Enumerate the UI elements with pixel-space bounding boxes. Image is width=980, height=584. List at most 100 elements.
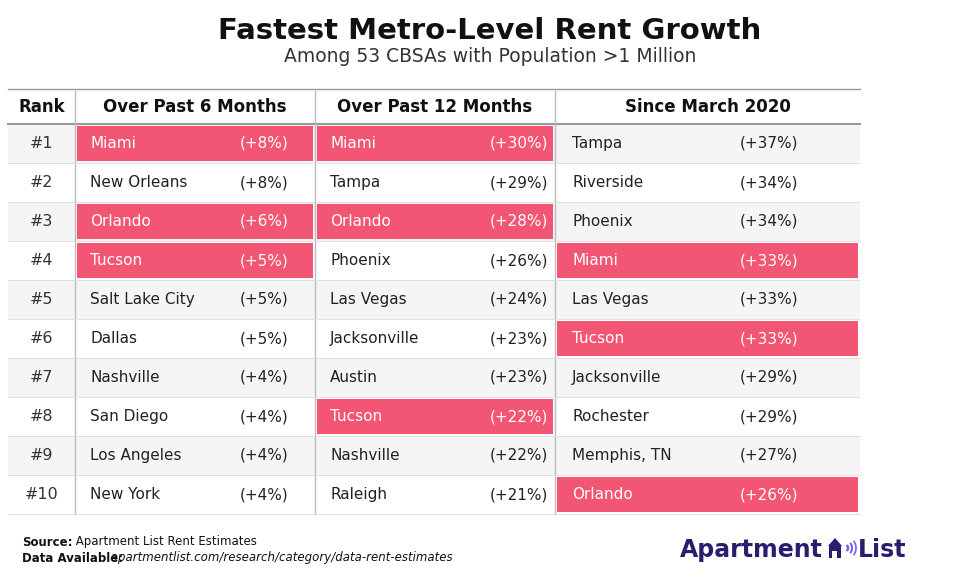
- Text: (+5%): (+5%): [240, 292, 289, 307]
- Text: (+33%): (+33%): [740, 292, 799, 307]
- Bar: [77, 243, 313, 278]
- Text: (+33%): (+33%): [740, 331, 799, 346]
- Text: (+29%): (+29%): [490, 175, 549, 190]
- Text: #4: #4: [29, 253, 53, 268]
- Bar: [8, 280, 860, 319]
- Text: Tampa: Tampa: [572, 136, 622, 151]
- Text: Nashville: Nashville: [330, 448, 400, 463]
- Bar: [77, 126, 313, 161]
- Text: #6: #6: [29, 331, 53, 346]
- Text: #8: #8: [29, 409, 53, 424]
- Text: New York: New York: [90, 487, 160, 502]
- Bar: [8, 319, 860, 358]
- Text: (+26%): (+26%): [490, 253, 549, 268]
- Bar: [317, 204, 553, 239]
- Text: #5: #5: [29, 292, 53, 307]
- Text: Riverside: Riverside: [572, 175, 643, 190]
- Text: (+33%): (+33%): [740, 253, 799, 268]
- Bar: [317, 126, 553, 161]
- Text: #3: #3: [29, 214, 53, 229]
- Text: (+30%): (+30%): [490, 136, 549, 151]
- Text: Miami: Miami: [90, 136, 136, 151]
- Text: San Diego: San Diego: [90, 409, 169, 424]
- Text: Tucson: Tucson: [90, 253, 142, 268]
- Text: Over Past 6 Months: Over Past 6 Months: [103, 98, 287, 116]
- Text: #10: #10: [24, 487, 59, 502]
- Text: Source:: Source:: [22, 536, 73, 548]
- Text: (+29%): (+29%): [740, 370, 799, 385]
- Bar: [557, 477, 858, 512]
- Bar: [829, 546, 841, 558]
- Text: Since March 2020: Since March 2020: [624, 98, 791, 116]
- Text: (+8%): (+8%): [240, 136, 289, 151]
- Bar: [8, 358, 860, 397]
- Text: Jacksonville: Jacksonville: [572, 370, 662, 385]
- Text: (+34%): (+34%): [740, 175, 799, 190]
- Text: (+4%): (+4%): [240, 487, 289, 502]
- Text: (+26%): (+26%): [740, 487, 799, 502]
- Bar: [8, 436, 860, 475]
- Bar: [317, 399, 553, 434]
- Bar: [8, 202, 860, 241]
- Polygon shape: [828, 538, 842, 546]
- Text: Orlando: Orlando: [90, 214, 151, 229]
- Text: (+34%): (+34%): [740, 214, 799, 229]
- Text: (+22%): (+22%): [490, 448, 549, 463]
- Text: Phoenix: Phoenix: [330, 253, 391, 268]
- Bar: [77, 204, 313, 239]
- Text: (+23%): (+23%): [490, 370, 549, 385]
- Text: Phoenix: Phoenix: [572, 214, 633, 229]
- Text: (+21%): (+21%): [490, 487, 549, 502]
- Text: Data Available:: Data Available:: [22, 551, 123, 565]
- Text: (+37%): (+37%): [740, 136, 799, 151]
- Text: (+5%): (+5%): [240, 253, 289, 268]
- Text: Memphis, TN: Memphis, TN: [572, 448, 671, 463]
- Text: (+27%): (+27%): [740, 448, 799, 463]
- Bar: [8, 124, 860, 163]
- Text: (+5%): (+5%): [240, 331, 289, 346]
- Bar: [832, 551, 837, 558]
- Text: Orlando: Orlando: [572, 487, 633, 502]
- Text: Las Vegas: Las Vegas: [572, 292, 649, 307]
- Text: (+28%): (+28%): [490, 214, 549, 229]
- Text: Los Angeles: Los Angeles: [90, 448, 181, 463]
- Text: (+4%): (+4%): [240, 448, 289, 463]
- Text: Rank: Rank: [19, 98, 65, 116]
- Text: Nashville: Nashville: [90, 370, 160, 385]
- Text: Over Past 12 Months: Over Past 12 Months: [337, 98, 532, 116]
- Text: Miami: Miami: [330, 136, 376, 151]
- Text: Rochester: Rochester: [572, 409, 649, 424]
- Text: Tampa: Tampa: [330, 175, 380, 190]
- Text: #2: #2: [29, 175, 53, 190]
- Bar: [8, 89, 860, 124]
- Text: (+4%): (+4%): [240, 370, 289, 385]
- Bar: [8, 241, 860, 280]
- Text: (+6%): (+6%): [240, 214, 289, 229]
- Text: (+29%): (+29%): [740, 409, 799, 424]
- Text: List: List: [858, 538, 907, 562]
- Text: (+8%): (+8%): [240, 175, 289, 190]
- Text: #9: #9: [29, 448, 53, 463]
- Text: Las Vegas: Las Vegas: [330, 292, 407, 307]
- Text: apartmentlist.com/research/category/data-rent-estimates: apartmentlist.com/research/category/data…: [107, 551, 453, 565]
- Text: Orlando: Orlando: [330, 214, 391, 229]
- Text: Salt Lake City: Salt Lake City: [90, 292, 195, 307]
- Text: Apartment List Rent Estimates: Apartment List Rent Estimates: [72, 536, 257, 548]
- Text: Raleigh: Raleigh: [330, 487, 387, 502]
- Text: (+4%): (+4%): [240, 409, 289, 424]
- Text: Tucson: Tucson: [330, 409, 382, 424]
- Bar: [557, 321, 858, 356]
- Bar: [8, 163, 860, 202]
- Bar: [557, 243, 858, 278]
- Text: (+23%): (+23%): [490, 331, 549, 346]
- Text: New Orleans: New Orleans: [90, 175, 187, 190]
- Text: #7: #7: [29, 370, 53, 385]
- Bar: [8, 397, 860, 436]
- Text: Miami: Miami: [572, 253, 617, 268]
- Text: Apartment: Apartment: [680, 538, 823, 562]
- Text: Dallas: Dallas: [90, 331, 137, 346]
- Text: Tucson: Tucson: [572, 331, 624, 346]
- Text: Jacksonville: Jacksonville: [330, 331, 419, 346]
- Text: #1: #1: [29, 136, 53, 151]
- Bar: [8, 475, 860, 514]
